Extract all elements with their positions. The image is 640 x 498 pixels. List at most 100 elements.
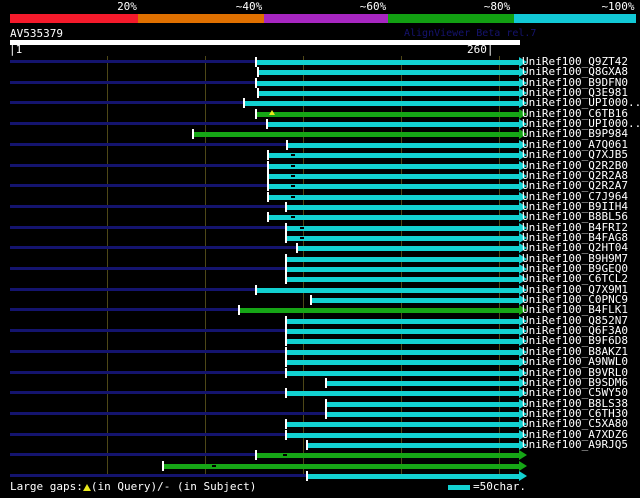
- hit-bar[interactable]: [296, 246, 519, 252]
- hit-row[interactable]: UniRef100_Q2R2A8: [0, 168, 640, 182]
- hit-row[interactable]: UniRef100_UPI000..: [0, 117, 640, 130]
- hit-label[interactable]: UniRef100_Q2R2B0: [522, 158, 628, 172]
- hit-label[interactable]: UniRef100_UPI000..: [522, 96, 640, 110]
- hit-bar[interactable]: [267, 153, 519, 159]
- hit-row[interactable]: [0, 460, 640, 471]
- hit-row[interactable]: UniRef100_B4FAG8: [0, 230, 640, 244]
- hit-bar[interactable]: [310, 298, 519, 304]
- hit-label[interactable]: UniRef100_B9P984: [522, 127, 628, 141]
- hit-row[interactable]: UniRef100_Q6F3A0: [0, 324, 640, 338]
- hit-bar[interactable]: [192, 132, 519, 138]
- hit-bar[interactable]: [257, 91, 519, 97]
- hit-label[interactable]: UniRef100_B8AKZ1: [522, 344, 628, 358]
- hit-row[interactable]: UniRef100_Q8GXA8: [0, 65, 640, 79]
- hit-row[interactable]: UniRef100_A7Q061: [0, 137, 640, 151]
- hit-row[interactable]: UniRef100_Q7XJB5: [0, 148, 640, 162]
- hit-label[interactable]: UniRef100_B9SDM6: [522, 375, 628, 389]
- hit-row[interactable]: UniRef100_B4FRI2: [0, 220, 640, 234]
- hit-row[interactable]: UniRef100_B9IIH4: [0, 200, 640, 213]
- hit-bar[interactable]: [285, 349, 519, 355]
- hit-row[interactable]: UniRef100_B4FLK1: [0, 303, 640, 317]
- hit-row[interactable]: UniRef100_B9H9M7: [0, 252, 640, 265]
- hit-row[interactable]: UniRef100_A7XDZ6: [0, 427, 640, 441]
- hit-row[interactable]: UniRef100_C7J964: [0, 189, 640, 203]
- hit-label[interactable]: UniRef100_B9GEQ0: [522, 262, 628, 275]
- hit-label[interactable]: UniRef100_B8LS38: [522, 396, 628, 410]
- hit-bar[interactable]: [238, 308, 519, 314]
- hit-row[interactable]: UniRef100_B9DFN0: [0, 75, 640, 89]
- hit-label[interactable]: UniRef100_B4FRI2: [522, 220, 628, 234]
- hit-bar[interactable]: [285, 329, 519, 335]
- hit-label[interactable]: UniRef100_C5WY50: [522, 386, 628, 400]
- hit-bar[interactable]: [267, 173, 519, 179]
- hit-label[interactable]: UniRef100_C6TH30: [522, 406, 628, 420]
- hit-bar[interactable]: [267, 163, 519, 169]
- hit-bar[interactable]: [285, 204, 519, 210]
- hit-bar[interactable]: [285, 277, 519, 283]
- hit-row[interactable]: UniRef100_Q2HT04: [0, 241, 640, 255]
- hit-label[interactable]: UniRef100_A9RJQ5: [522, 437, 628, 451]
- hit-row[interactable]: UniRef100_B9SDM6: [0, 375, 640, 389]
- hit-label[interactable]: UniRef100_B8BL56: [522, 210, 628, 224]
- hit-bar[interactable]: [162, 463, 519, 469]
- hit-row[interactable]: UniRef100_B9VRL0: [0, 366, 640, 379]
- hit-row[interactable]: [0, 471, 640, 481]
- hit-row[interactable]: UniRef100_Q2R2B0: [0, 158, 640, 172]
- hit-bar[interactable]: [325, 411, 519, 417]
- hit-label[interactable]: UniRef100_B9F6D8: [522, 334, 628, 348]
- hit-bar[interactable]: [285, 360, 519, 366]
- hit-bar[interactable]: [285, 256, 519, 262]
- hit-label[interactable]: UniRef100_C6TB16: [522, 106, 628, 120]
- hit-bar[interactable]: [306, 442, 519, 448]
- hit-label[interactable]: UniRef100_Q6F3A0: [522, 324, 628, 338]
- hit-label[interactable]: UniRef100_C7J964: [522, 189, 628, 203]
- hit-row[interactable]: UniRef100_C6TB16: [0, 106, 640, 120]
- hit-label[interactable]: UniRef100_Q2R2A7: [522, 179, 628, 193]
- hit-label[interactable]: UniRef100_Q7XJB5: [522, 148, 628, 162]
- hit-bar[interactable]: [285, 318, 519, 324]
- hit-row[interactable]: UniRef100_Q852N7: [0, 313, 640, 327]
- hit-label[interactable]: UniRef100_Q2HT04: [522, 241, 628, 255]
- hit-bar[interactable]: [267, 215, 519, 221]
- hit-row[interactable]: UniRef100_A9NWL0: [0, 355, 640, 368]
- hit-label[interactable]: UniRef100_Q2R2A8: [522, 168, 628, 182]
- hit-label[interactable]: UniRef100_A7Q061: [522, 137, 628, 151]
- hit-bar[interactable]: [285, 339, 519, 345]
- hit-row[interactable]: UniRef100_Q9ZT42: [0, 55, 640, 68]
- hit-bar[interactable]: [266, 122, 519, 128]
- hit-label[interactable]: UniRef100_A7XDZ6: [522, 427, 628, 441]
- hit-row[interactable]: UniRef100_Q3E981: [0, 86, 640, 100]
- hit-bar[interactable]: [255, 111, 519, 117]
- hit-row[interactable]: UniRef100_C0PNC9: [0, 293, 640, 307]
- hit-bar[interactable]: [243, 101, 519, 107]
- hit-bar[interactable]: [285, 267, 519, 272]
- hit-bar[interactable]: [285, 391, 519, 397]
- hit-bar[interactable]: [267, 194, 519, 200]
- hit-label[interactable]: UniRef100_B4FAG8: [522, 230, 628, 244]
- hit-row[interactable]: UniRef100_C5WY50: [0, 386, 640, 400]
- hit-bar[interactable]: [255, 60, 519, 65]
- hit-row[interactable]: UniRef100_B9GEQ0: [0, 262, 640, 275]
- hit-row[interactable]: UniRef100_C6TCL2: [0, 272, 640, 285]
- hit-row[interactable]: UniRef100_UPI000..: [0, 96, 640, 110]
- hit-label[interactable]: UniRef100_B4FLK1: [522, 303, 628, 317]
- hit-row[interactable]: UniRef100_C5XA80: [0, 417, 640, 430]
- hit-row[interactable]: UniRef100_B9P984: [0, 127, 640, 141]
- hit-row[interactable]: UniRef100_B9F6D8: [0, 334, 640, 348]
- hit-bar[interactable]: [255, 287, 519, 293]
- hit-bar[interactable]: [255, 80, 519, 86]
- hit-label[interactable]: UniRef100_B9DFN0: [522, 75, 628, 89]
- hit-row[interactable]: UniRef100_B8AKZ1: [0, 344, 640, 358]
- hit-bar[interactable]: [285, 225, 519, 231]
- hit-label[interactable]: UniRef100_Q9ZT42: [522, 55, 628, 68]
- hit-row[interactable]: UniRef100_B8LS38: [0, 396, 640, 410]
- hit-bar[interactable]: [257, 70, 519, 76]
- hit-label[interactable]: UniRef100_Q852N7: [522, 313, 628, 327]
- hit-bar[interactable]: [285, 370, 519, 376]
- hit-label[interactable]: UniRef100_Q3E981: [522, 86, 628, 100]
- hit-bar[interactable]: [306, 474, 519, 479]
- hit-bar[interactable]: [285, 432, 519, 438]
- hit-row[interactable]: UniRef100_A9RJQ5: [0, 437, 640, 451]
- hit-label[interactable]: UniRef100_Q8GXA8: [522, 65, 628, 79]
- hit-label[interactable]: UniRef100_C0PNC9: [522, 293, 628, 307]
